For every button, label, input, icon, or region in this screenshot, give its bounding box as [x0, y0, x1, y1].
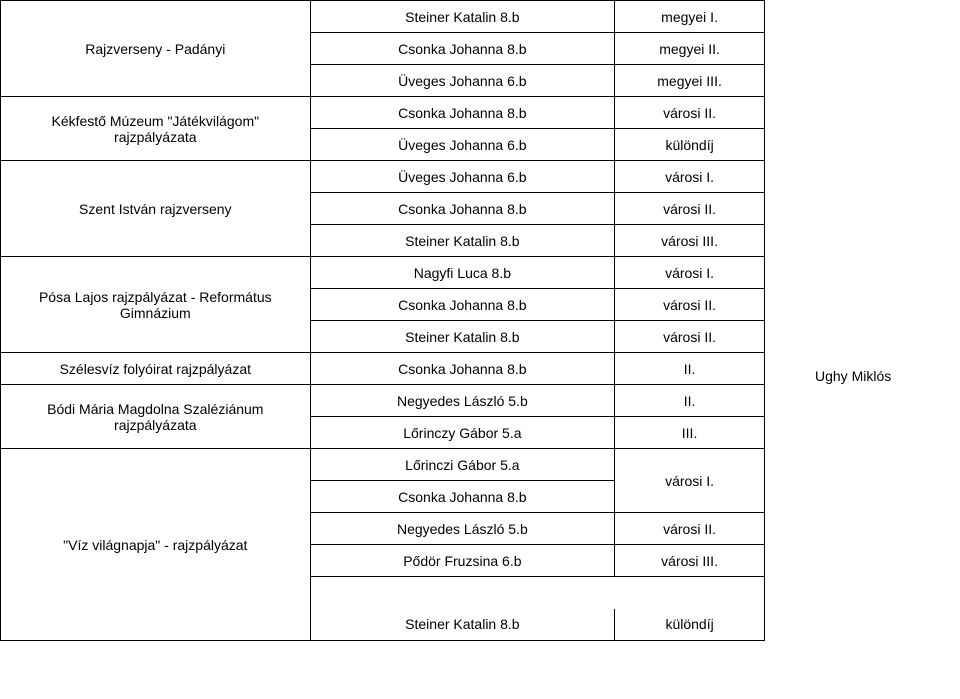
result-cell: városi II. — [615, 321, 765, 353]
category-cell: Szent István rajzverseny — [1, 161, 311, 257]
result-cell: III. — [615, 417, 765, 449]
category-cell: Szélesvíz folyóirat rajzpályázat — [1, 353, 311, 385]
name-cell: Nagyfi Luca 8.b — [310, 257, 615, 289]
name-cell: Negyedes László 5.b — [310, 513, 615, 545]
name-cell: Steiner Katalin 8.b — [310, 1, 615, 33]
name-cell: Üveges Johanna 6.b — [310, 161, 615, 193]
category-cell: "Víz világnapja" - rajzpályázat — [1, 449, 311, 641]
table-row: Pósa Lajos rajzpályázat - Református Gim… — [1, 257, 765, 289]
result-cell: megyei II. — [615, 33, 765, 65]
result-cell: városi I. — [615, 257, 765, 289]
name-cell: Lőrinczy Gábor 5.a — [310, 417, 615, 449]
name-cell: Csonka Johanna 8.b — [310, 97, 615, 129]
result-cell: megyei III. — [615, 65, 765, 97]
result-cell: II. — [615, 385, 765, 417]
name-cell: Üveges Johanna 6.b — [310, 129, 615, 161]
name-cell: Steiner Katalin 8.b — [310, 225, 615, 257]
result-cell: különdíj — [615, 129, 765, 161]
table-row: Bódi Mária Magdolna Szaléziánum rajzpály… — [1, 385, 765, 417]
result-cell: városi III. — [615, 545, 765, 577]
name-cell: Üveges Johanna 6.b — [310, 65, 615, 97]
name-cell: Negyedes László 5.b — [310, 385, 615, 417]
name-cell: Csonka Johanna 8.b — [310, 193, 615, 225]
name-cell: Csonka Johanna 8.b — [310, 481, 615, 513]
name-cell: Lőrinczi Gábor 5.a — [310, 449, 615, 481]
result-cell: városi II. — [615, 289, 765, 321]
spacer-cell — [310, 577, 615, 609]
result-cell: városi I. — [615, 161, 765, 193]
name-cell: Steiner Katalin 8.b — [310, 609, 615, 641]
result-cell: városi II. — [615, 97, 765, 129]
category-cell: Bódi Mária Magdolna Szaléziánum rajzpály… — [1, 385, 311, 449]
name-cell: Csonka Johanna 8.b — [310, 289, 615, 321]
result-cell: városi I. — [615, 449, 765, 513]
table-row: "Víz világnapja" - rajzpályázat Lőrinczi… — [1, 449, 765, 481]
category-cell: Rajzverseny - Padányi — [1, 1, 311, 97]
name-cell: Csonka Johanna 8.b — [310, 353, 615, 385]
side-label: Ughy Miklós — [815, 368, 891, 384]
spacer-cell — [615, 577, 765, 609]
result-cell: városi II. — [615, 513, 765, 545]
result-cell: városi III. — [615, 225, 765, 257]
result-cell: II. — [615, 353, 765, 385]
result-cell: különdíj — [615, 609, 765, 641]
name-cell: Csonka Johanna 8.b — [310, 33, 615, 65]
table-row: Szent István rajzverseny Üveges Johanna … — [1, 161, 765, 193]
results-table: Rajzverseny - Padányi Steiner Katalin 8.… — [0, 0, 765, 641]
table-row: Szélesvíz folyóirat rajzpályázat Csonka … — [1, 353, 765, 385]
table-row: Rajzverseny - Padányi Steiner Katalin 8.… — [1, 1, 765, 33]
result-cell: városi II. — [615, 193, 765, 225]
category-cell: Pósa Lajos rajzpályázat - Református Gim… — [1, 257, 311, 353]
category-cell: Kékfestő Múzeum "Játékvilágom" rajzpályá… — [1, 97, 311, 161]
name-cell: Steiner Katalin 8.b — [310, 321, 615, 353]
table-row: Kékfestő Múzeum "Játékvilágom" rajzpályá… — [1, 97, 765, 129]
name-cell: Pődör Fruzsina 6.b — [310, 545, 615, 577]
result-cell: megyei I. — [615, 1, 765, 33]
